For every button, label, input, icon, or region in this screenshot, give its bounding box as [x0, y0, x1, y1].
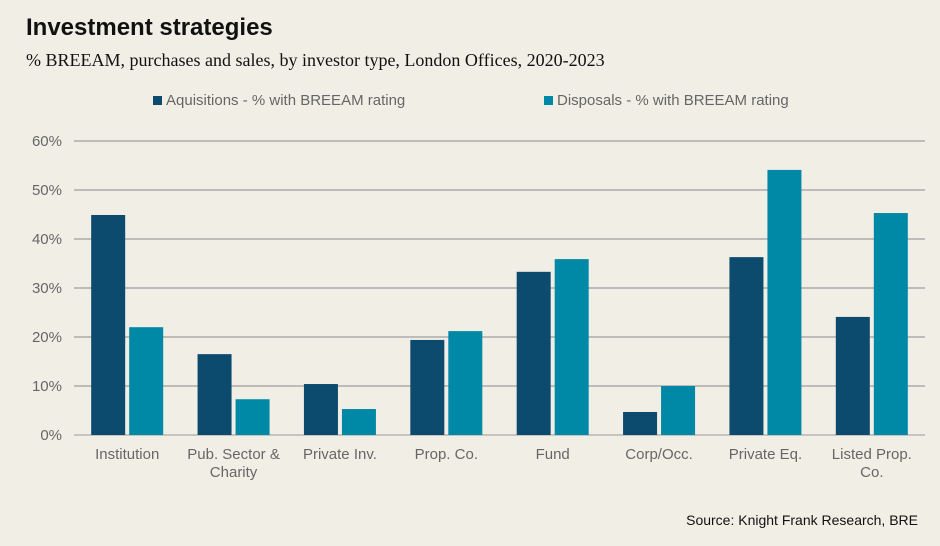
x-tick-label: Prop. Co. — [415, 446, 478, 463]
bar-acquisitions — [303, 384, 338, 435]
chart-title: Investment strategies — [26, 14, 273, 41]
x-tick-label: Co. — [860, 464, 883, 481]
y-tick-label: 10% — [32, 378, 62, 395]
x-tick-label: Fund — [536, 446, 570, 463]
y-tick-label: 20% — [32, 329, 62, 346]
x-tick-label: Listed Prop. — [832, 446, 912, 463]
x-tick-label: Charity — [210, 464, 258, 481]
bar-acquisitions — [623, 411, 658, 435]
y-tick-label: 50% — [32, 182, 62, 199]
bar-disposals — [767, 169, 802, 435]
y-tick-label: 30% — [32, 280, 62, 297]
legend-item-acquisitions: Aquisitions - % with BREEAM rating — [153, 92, 405, 109]
bar-acquisitions — [835, 316, 870, 435]
legend-swatch-acquisitions — [153, 96, 162, 105]
bar-disposals — [661, 386, 696, 435]
y-tick-label: 0% — [40, 427, 62, 444]
chart-subtitle: % BREEAM, purchases and sales, by invest… — [26, 50, 605, 70]
bar-acquisitions — [410, 339, 445, 435]
legend-item-disposals: Disposals - % with BREEAM rating — [544, 92, 789, 109]
bar-disposals — [554, 259, 589, 435]
legend-swatch-disposals — [544, 96, 553, 105]
bar-disposals — [448, 331, 483, 435]
x-tick-label: Private Eq. — [729, 446, 802, 463]
y-tick-label: 60% — [32, 133, 62, 150]
bar-acquisitions — [197, 354, 232, 435]
legend-label-acquisitions: Aquisitions - % with BREEAM rating — [166, 92, 406, 109]
x-tick-label: Pub. Sector & — [187, 446, 280, 463]
bar-disposals — [873, 213, 908, 435]
x-tick-label: Corp/Occ. — [625, 446, 693, 463]
bar-disposals — [129, 327, 164, 435]
bar-acquisitions — [516, 271, 551, 435]
x-tick-label: Private Inv. — [303, 446, 377, 463]
bar-acquisitions — [91, 214, 126, 435]
source-note: Source: Knight Frank Research, BRE — [686, 512, 918, 528]
legend-label-disposals: Disposals - % with BREEAM rating — [557, 92, 789, 109]
y-tick-label: 40% — [32, 231, 62, 248]
bar-disposals — [235, 399, 270, 435]
bar-acquisitions — [729, 257, 764, 435]
x-tick-label: Institution — [95, 446, 159, 463]
bar-disposals — [341, 409, 376, 435]
